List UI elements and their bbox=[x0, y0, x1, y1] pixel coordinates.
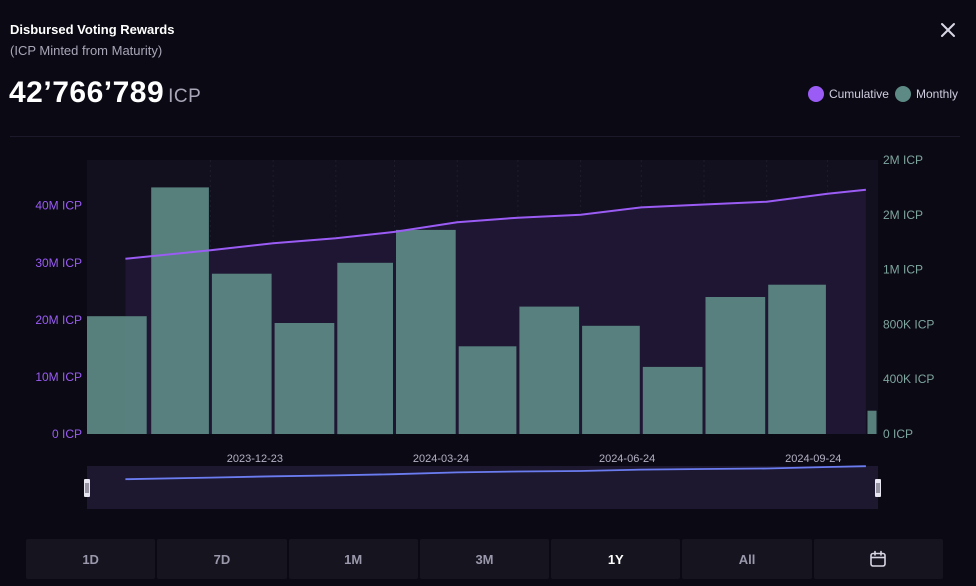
range-button-all[interactable]: All bbox=[682, 539, 812, 579]
legend-swatch-monthly bbox=[894, 86, 911, 102]
legend-label-monthly: Monthly bbox=[915, 87, 958, 101]
range-button-7d[interactable]: 7D bbox=[157, 539, 287, 579]
monthly-bar bbox=[396, 229, 456, 434]
monthly-bar bbox=[274, 323, 335, 434]
chart-subtitle: (ICP Minted from Maturity) bbox=[10, 43, 163, 58]
range-handle-right[interactable] bbox=[875, 479, 881, 497]
monthly-bar bbox=[87, 316, 147, 434]
calendar-button[interactable] bbox=[813, 539, 943, 579]
chart-legend: Cumulative Monthly bbox=[802, 86, 958, 102]
left-axis-tick-label: 30M ICP bbox=[35, 256, 82, 270]
range-navigator-background bbox=[87, 466, 878, 509]
x-axis-tick-label: 2023-12-23 bbox=[227, 453, 283, 465]
monthly-bar bbox=[867, 410, 877, 434]
right-axis-tick-label: 0 ICP bbox=[883, 427, 913, 441]
x-axis-tick-label: 2024-09-24 bbox=[785, 453, 841, 465]
left-axis-tick-label: 0 ICP bbox=[52, 427, 82, 441]
left-axis-tick-label: 10M ICP bbox=[35, 370, 82, 384]
right-axis-tick-label: 2M ICP bbox=[883, 153, 923, 167]
range-selector: 1D 7D 1M 3M 1Y All bbox=[26, 539, 943, 579]
legend-item-cumulative[interactable]: Cumulative bbox=[807, 86, 889, 102]
total-value: 42’766’789 ICP bbox=[9, 76, 201, 110]
monthly-bar bbox=[582, 325, 640, 434]
range-button-1d[interactable]: 1D bbox=[26, 539, 156, 579]
right-axis-tick-label: 1M ICP bbox=[883, 263, 923, 277]
right-axis-tick-label: 2M ICP bbox=[883, 208, 923, 222]
total-amount: 42’766’789 bbox=[9, 76, 165, 109]
legend-swatch-cumulative bbox=[807, 86, 824, 102]
monthly-bar bbox=[705, 297, 766, 434]
close-icon bbox=[941, 23, 955, 37]
monthly-bar bbox=[519, 306, 580, 434]
monthly-bar bbox=[458, 346, 517, 434]
legend-label-cumulative: Cumulative bbox=[828, 87, 889, 101]
monthly-bar bbox=[642, 366, 703, 434]
x-axis-tick-label: 2024-03-24 bbox=[413, 453, 469, 465]
left-axis-tick-label: 40M ICP bbox=[35, 199, 82, 213]
monthly-bar bbox=[337, 262, 393, 435]
right-axis-tick-label: 400K ICP bbox=[883, 372, 934, 386]
monthly-bar bbox=[768, 284, 826, 434]
right-axis-tick-label: 800K ICP bbox=[883, 317, 934, 331]
close-button[interactable] bbox=[936, 18, 960, 42]
range-navigator-line bbox=[125, 465, 866, 481]
monthly-bar bbox=[151, 187, 209, 434]
range-button-3m[interactable]: 3M bbox=[419, 539, 550, 579]
calendar-icon bbox=[870, 550, 887, 567]
chart-area[interactable]: 0 ICP 10M ICP 20M ICP 30M ICP 40M ICP 0 ICP 40… bbox=[0, 150, 976, 520]
left-axis-tick-label: 20M ICP bbox=[35, 313, 82, 327]
total-unit: ICP bbox=[168, 86, 202, 107]
cumulative-line bbox=[125, 188, 867, 260]
legend-item-monthly[interactable]: Monthly bbox=[894, 86, 958, 102]
range-button-1m[interactable]: 1M bbox=[288, 539, 418, 579]
range-handle-left[interactable] bbox=[84, 479, 90, 497]
header-divider bbox=[10, 136, 960, 137]
chart-title: Disbursed Voting Rewards bbox=[10, 22, 175, 37]
monthly-bar bbox=[211, 273, 272, 434]
range-button-1y[interactable]: 1Y bbox=[551, 539, 681, 579]
x-axis-tick-label: 2024-06-24 bbox=[599, 453, 655, 465]
